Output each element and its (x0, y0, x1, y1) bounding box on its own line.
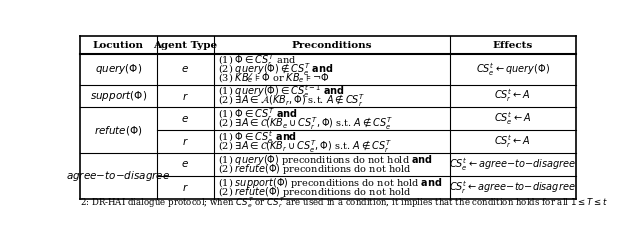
Text: $CS_e^t \leftarrow A$: $CS_e^t \leftarrow A$ (494, 110, 531, 127)
Text: (1) $\Phi \in CS_e^t$ $\mathbf{and}$: (1) $\Phi \in CS_e^t$ $\mathbf{and}$ (218, 129, 297, 146)
Text: $support(\Phi)$: $support(\Phi)$ (90, 89, 147, 103)
Text: $query(\Phi)$: $query(\Phi)$ (95, 62, 142, 76)
Text: Effects: Effects (493, 41, 533, 50)
Text: $agree\mathit{-}to\mathit{-}disagree$: $agree\mathit{-}to\mathit{-}disagree$ (67, 169, 170, 183)
Text: (1) $query(\Phi)$ preconditions do not hold $\mathbf{and}$: (1) $query(\Phi)$ preconditions do not h… (218, 153, 433, 167)
Text: $CS_e^t \leftarrow agree\mathit{-}to\mathit{-}disagree$: $CS_e^t \leftarrow agree\mathit{-}to\mat… (449, 156, 577, 173)
Text: $CS_r^t \leftarrow A$: $CS_r^t \leftarrow A$ (495, 88, 531, 105)
Text: (2) $refute(\Phi)$ preconditions do not hold: (2) $refute(\Phi)$ preconditions do not … (218, 162, 411, 176)
Text: (1) $query(\Phi) \in CS_e^{t-1}$ $\mathbf{and}$: (1) $query(\Phi) \in CS_e^{t-1}$ $\mathb… (218, 83, 345, 100)
Text: $r$: $r$ (182, 182, 189, 193)
Text: $CS_r^t \leftarrow A$: $CS_r^t \leftarrow A$ (495, 133, 531, 150)
Text: (1) $\Phi \in CS_r^T$ $\mathbf{and}$: (1) $\Phi \in CS_r^T$ $\mathbf{and}$ (218, 106, 298, 123)
Text: Agent Type: Agent Type (154, 41, 218, 50)
Text: 2: DR-HAI dialogue protocol; when $CS_e^T$ or $CS_r^T$ are used in a condition, : 2: DR-HAI dialogue protocol; when $CS_e^… (80, 195, 608, 210)
Text: $e$: $e$ (181, 114, 189, 124)
Text: (2) $\exists A \in \mathcal{A}(KB_r, \Phi)$ s.t. $A \notin CS_r^T$: (2) $\exists A \in \mathcal{A}(KB_r, \Ph… (218, 92, 365, 109)
Text: (2) $\exists A \in \mathcal{C}(KB_e \cup CS_r^T, \Phi)$ s.t. $A \notin CS_e^T$: (2) $\exists A \in \mathcal{C}(KB_e \cup… (218, 115, 393, 132)
Text: $e$: $e$ (181, 64, 189, 74)
Text: (2) $query(\Phi) \notin CS_e^T$ $\mathbf{and}$: (2) $query(\Phi) \notin CS_e^T$ $\mathbf… (218, 61, 333, 78)
Text: $refute(\Phi)$: $refute(\Phi)$ (94, 124, 143, 137)
Text: (1) $\Phi \in CS_r^T$ and: (1) $\Phi \in CS_r^T$ and (218, 52, 296, 69)
Text: $r$: $r$ (182, 136, 189, 147)
Text: Locution: Locution (93, 41, 144, 50)
Text: (2) $\exists A \in \mathcal{C}(KB_r \cup CS_e^T, \Phi)$ s.t. $A \notin CS_r^T$: (2) $\exists A \in \mathcal{C}(KB_r \cup… (218, 138, 392, 155)
Text: (3) $KB_e \not\models \Phi$ or $KB_e \models \neg\Phi$: (3) $KB_e \not\models \Phi$ or $KB_e \mo… (218, 71, 330, 85)
Text: $CS_r^t \leftarrow agree\mathit{-}to\mathit{-}disagree$: $CS_r^t \leftarrow agree\mathit{-}to\mat… (449, 179, 576, 196)
Text: Preconditions: Preconditions (291, 41, 372, 50)
Text: $r$: $r$ (182, 91, 189, 102)
Text: $e$: $e$ (181, 159, 189, 169)
Text: (1) $support(\Phi)$ preconditions do not hold $\mathbf{and}$: (1) $support(\Phi)$ preconditions do not… (218, 176, 442, 190)
Text: (2) $refute(\Phi)$ preconditions do not hold: (2) $refute(\Phi)$ preconditions do not … (218, 185, 411, 199)
Text: $CS_e^t \leftarrow query(\Phi)$: $CS_e^t \leftarrow query(\Phi)$ (476, 61, 550, 78)
